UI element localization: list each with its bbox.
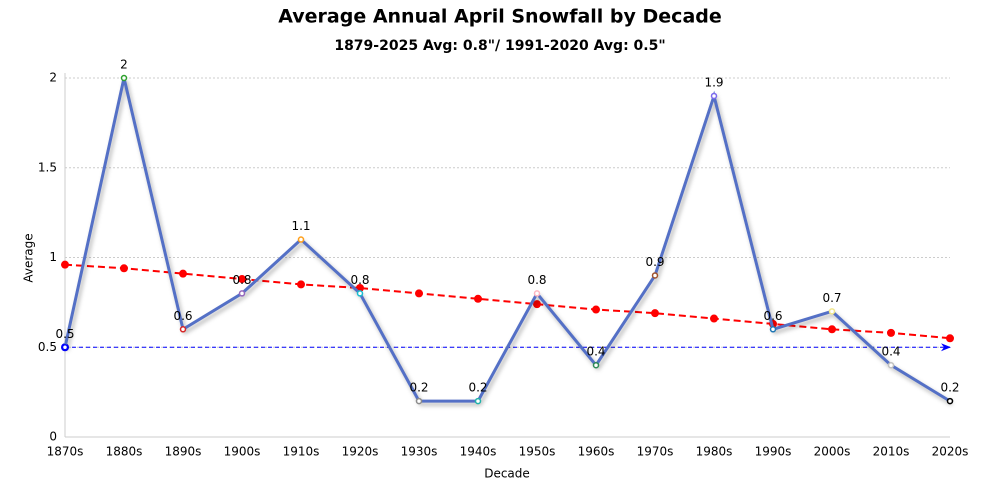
data-point bbox=[592, 361, 600, 369]
data-point bbox=[61, 344, 69, 351]
data-label: 1.9 bbox=[704, 75, 723, 89]
data-label: 0.5 bbox=[55, 327, 74, 341]
x-tick-label: 1930s bbox=[401, 445, 438, 459]
trend-point bbox=[474, 294, 482, 303]
data-point bbox=[946, 397, 954, 405]
trend-point bbox=[179, 269, 187, 278]
y-tick-label: 0 bbox=[49, 430, 57, 444]
y-tick-label: 2 bbox=[49, 71, 57, 85]
trend-point bbox=[297, 280, 305, 289]
x-tick-label: 1970s bbox=[637, 445, 674, 459]
trend-point bbox=[533, 300, 541, 309]
trend-point bbox=[61, 260, 69, 269]
y-tick-label: 1.5 bbox=[38, 160, 57, 174]
data-label: 1.1 bbox=[291, 219, 310, 233]
x-tick-label: 1880s bbox=[106, 445, 143, 459]
x-tick-label: 1920s bbox=[342, 445, 379, 459]
data-label: 0.6 bbox=[763, 309, 782, 323]
data-point bbox=[356, 290, 364, 297]
x-tick-label: 1990s bbox=[755, 445, 792, 459]
trend-point bbox=[828, 325, 836, 334]
data-label: 2 bbox=[120, 58, 128, 72]
x-tick-label: 1950s bbox=[519, 445, 556, 459]
data-point bbox=[533, 290, 541, 297]
y-axis-label: Average bbox=[22, 233, 36, 282]
data-label: 0.8 bbox=[350, 273, 369, 287]
data-label: 0.2 bbox=[409, 381, 428, 395]
x-tick-label: 1870s bbox=[47, 445, 84, 459]
data-point bbox=[710, 92, 718, 100]
data-label: 0.8 bbox=[527, 273, 546, 287]
chart-title: Average Annual April Snowfall by Decade bbox=[278, 6, 722, 28]
data-point bbox=[120, 74, 128, 82]
data-label: 0.9 bbox=[645, 255, 664, 269]
x-tick-label: 1960s bbox=[578, 445, 615, 459]
trend-point bbox=[887, 328, 895, 337]
x-tick-label: 1910s bbox=[283, 445, 320, 459]
data-point bbox=[415, 397, 423, 405]
data-label: 0.2 bbox=[940, 381, 959, 395]
trend-point bbox=[946, 334, 954, 343]
trend-point bbox=[710, 314, 718, 323]
trend-line bbox=[64, 263, 951, 340]
x-axis-label: Decade bbox=[484, 467, 530, 481]
data-point bbox=[887, 361, 895, 369]
trend-point bbox=[120, 264, 128, 273]
trend-point bbox=[415, 289, 423, 298]
data-label: 0.4 bbox=[881, 345, 900, 359]
x-tick-label: 1980s bbox=[696, 445, 733, 459]
x-tick-label: 2000s bbox=[814, 445, 851, 459]
data-point bbox=[238, 290, 246, 297]
data-point bbox=[651, 272, 659, 279]
data-label: 0.2 bbox=[468, 381, 487, 395]
x-tick-label: 2010s bbox=[873, 445, 910, 459]
data-label: 0.4 bbox=[586, 345, 605, 359]
data-point bbox=[297, 236, 305, 243]
x-tick-label: 1940s bbox=[460, 445, 497, 459]
data-point bbox=[474, 397, 482, 405]
x-tick-label: 2020s bbox=[932, 445, 969, 459]
chart-subtitle: 1879-2025 Avg: 0.8"/ 1991-2020 Avg: 0.5" bbox=[334, 38, 665, 54]
x-tick-label: 1900s bbox=[224, 445, 261, 459]
trend-point bbox=[651, 309, 659, 318]
data-point bbox=[769, 326, 777, 333]
data-point bbox=[179, 326, 187, 333]
trend-point bbox=[592, 305, 600, 314]
trend-point bbox=[238, 275, 246, 284]
y-tick-label: 1 bbox=[49, 250, 57, 264]
y-tick-label: 0.5 bbox=[38, 340, 57, 354]
data-label: 0.6 bbox=[173, 309, 192, 323]
data-label: 0.7 bbox=[822, 291, 841, 305]
x-tick-label: 1890s bbox=[165, 445, 202, 459]
data-point bbox=[828, 308, 836, 315]
data-line bbox=[63, 77, 951, 403]
data-label: 0.8 bbox=[232, 273, 251, 287]
